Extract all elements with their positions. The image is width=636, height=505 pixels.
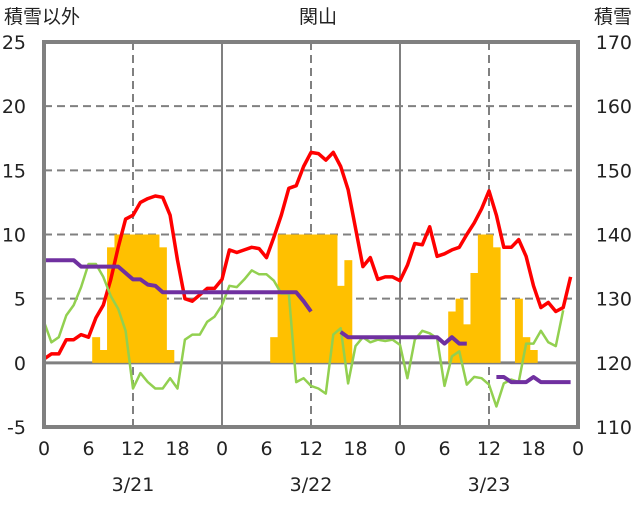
y-tick-left: 20	[2, 96, 26, 118]
bar	[166, 350, 175, 363]
bar	[107, 247, 115, 363]
bar	[158, 247, 167, 363]
y-tick-left: 25	[2, 32, 26, 54]
x-tick: 12	[477, 438, 501, 460]
plot-frame	[42, 40, 580, 429]
left-axis-label: 積雪以外	[4, 6, 80, 28]
y-tick-left: 5	[14, 289, 26, 311]
series-purple-line	[44, 258, 571, 385]
bar	[470, 273, 479, 363]
y-tick-left: -5	[7, 417, 26, 439]
series-red-line	[43, 150, 573, 361]
bar	[485, 234, 494, 363]
y-tick-right: 150	[596, 160, 632, 182]
x-tick: 0	[394, 438, 406, 460]
bar	[270, 337, 279, 363]
bar	[344, 260, 353, 363]
y-tick-right: 160	[596, 96, 632, 118]
bar	[92, 337, 101, 363]
bar	[522, 337, 531, 363]
y-tick-right: 110	[596, 417, 632, 439]
x-tick: 12	[299, 438, 323, 460]
x-tick: 12	[121, 438, 145, 460]
date-label: 3/21	[112, 474, 155, 496]
bar	[463, 324, 471, 363]
x-tick: 6	[82, 438, 94, 460]
bar	[114, 234, 123, 363]
bar	[121, 234, 130, 363]
date-label: 3/23	[468, 474, 511, 496]
x-tick: 0	[216, 438, 228, 460]
y-tick-right: 120	[596, 353, 632, 375]
bar	[136, 234, 145, 363]
x-tick: 18	[521, 438, 545, 460]
y-tick-right: 140	[596, 225, 632, 247]
x-tick: 18	[343, 438, 367, 460]
bar	[455, 298, 464, 363]
series-green-line	[42, 262, 565, 408]
bar	[144, 234, 153, 363]
bar	[314, 234, 323, 363]
x-tick: 6	[438, 438, 450, 460]
x-tick: 0	[38, 438, 50, 460]
bar	[292, 234, 301, 363]
date-label: 3/22	[290, 474, 333, 496]
bar	[99, 350, 108, 363]
bar	[151, 234, 160, 363]
right-axis-label: 積雪	[594, 6, 632, 28]
y-tick-right: 170	[596, 32, 632, 54]
bar	[329, 234, 338, 363]
bar	[307, 234, 316, 363]
y-tick-left: 15	[2, 160, 26, 182]
y-tick-left: 0	[14, 353, 26, 375]
chart-title: 関山	[299, 6, 337, 28]
bar	[129, 234, 138, 363]
bars	[92, 234, 538, 363]
x-tick: 18	[165, 438, 189, 460]
bar	[477, 234, 486, 363]
bar	[514, 298, 523, 363]
bar	[529, 350, 538, 363]
y-tick-right: 130	[596, 289, 632, 311]
lines	[42, 150, 573, 408]
bar	[322, 234, 331, 363]
y-tick-left: 10	[2, 225, 26, 247]
x-tick: 6	[260, 438, 272, 460]
x-tick: 0	[572, 438, 584, 460]
bar	[492, 247, 501, 363]
bar	[277, 234, 286, 363]
bar	[336, 285, 345, 363]
frame	[42, 40, 580, 429]
